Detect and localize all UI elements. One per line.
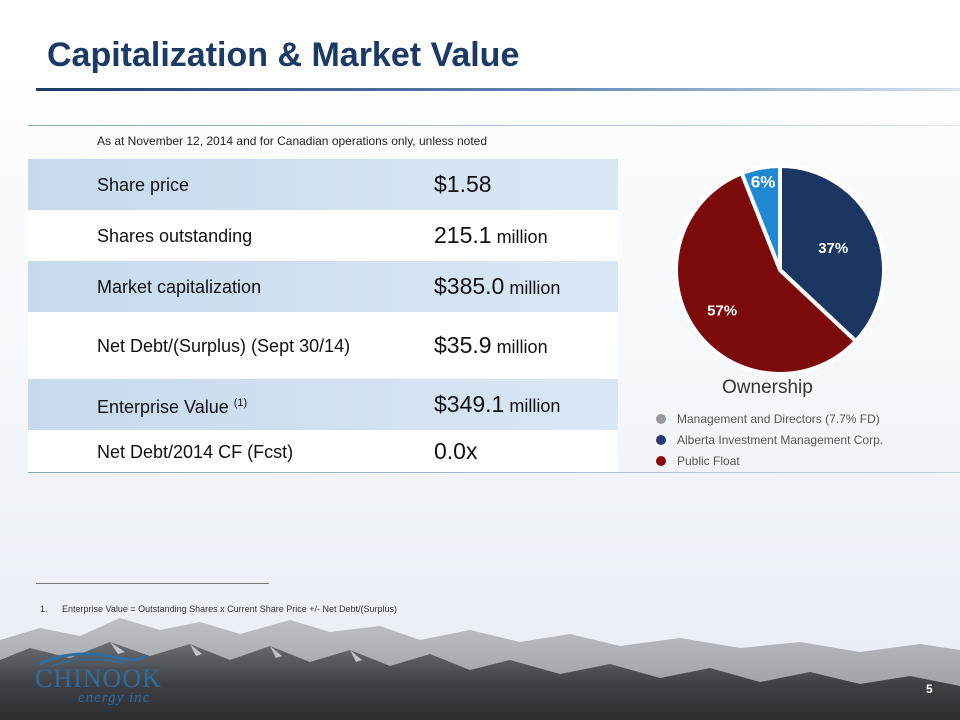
legend-label: Alberta Investment Management Corp. (677, 432, 884, 447)
subtitle: As at November 12, 2014 and for Canadian… (97, 134, 488, 148)
row-label-text: Share price (97, 174, 190, 195)
footnote-number: 1. (40, 604, 48, 614)
row-value: $35.9 million (434, 332, 548, 359)
row-value-unit: million (504, 396, 561, 416)
chinook-logo: CHINOOK energy inc (28, 650, 168, 710)
row-label-text: Net Debt/2014 CF (Fcst) (97, 441, 294, 462)
row-value-number: 215.1 (434, 222, 492, 248)
row-value-unit: million (491, 227, 548, 247)
page-number: 5 (926, 682, 933, 696)
pie-slice-label: 57% (707, 302, 737, 319)
pie-slice (674, 170, 859, 376)
row-value: 215.1 million (434, 222, 548, 249)
row-label: Net Debt/(Surplus) (Sept 30/14) (97, 333, 387, 359)
capitalization-table: Share price $1.58 Shares outstanding 215.1 … (28, 159, 618, 473)
row-label: Enterprise Value (1) (97, 390, 387, 420)
row-label: Net Debt/2014 CF (Fcst) (97, 439, 387, 465)
footnote-text: Enterprise Value = Outstanding Shares x … (62, 604, 397, 614)
table-row: Enterprise Value (1) $349.1 million (28, 379, 618, 430)
row-label: Share price (97, 172, 387, 198)
footnote-rule (36, 583, 269, 584)
table-row: Market capitalization $385.0 million (28, 261, 618, 312)
title-rule (36, 88, 960, 91)
legend-label: Public Float (677, 453, 740, 468)
legend-swatch-icon (656, 434, 666, 445)
row-label: Shares outstanding (97, 223, 387, 249)
row-label-text: Net Debt/(Surplus) (Sept 30/14) (97, 335, 351, 356)
ownership-pie-chart: 6% 37% 57% (674, 163, 886, 376)
table-row: Shares outstanding 215.1 million (28, 210, 618, 261)
mountain-range-banner (0, 618, 960, 720)
row-value: 0.0x (434, 438, 477, 465)
row-value-unit: million (491, 337, 548, 357)
legend-item: Public Float (656, 450, 883, 471)
page-title: Capitalization & Market Value (47, 36, 520, 74)
row-value: $349.1 million (434, 391, 560, 418)
row-label: Market capitalization (97, 274, 387, 300)
legend-item: Management and Directors (7.7% FD) (656, 408, 883, 429)
table-row: Net Debt/(Surplus) (Sept 30/14) $35.9 mil… (28, 312, 618, 379)
table-bottom-rule (28, 472, 960, 473)
ownership-title: Ownership (722, 377, 813, 398)
subtitle-rule (28, 125, 960, 126)
pie-slice (778, 163, 886, 345)
table-row: Net Debt/2014 CF (Fcst) 0.0x (28, 430, 618, 473)
ownership-legend: Management and Directors (7.7% FD) Albert… (656, 408, 883, 471)
row-value-number: $349.1 (434, 391, 505, 417)
legend-swatch-icon (656, 455, 666, 466)
row-value-number: $1.58 (434, 171, 492, 197)
wave-icon (39, 652, 147, 667)
footnote: 1. Enterprise Value = Outstanding Shares … (40, 604, 397, 614)
row-value-number: $385.0 (434, 273, 505, 299)
row-value-unit: million (504, 278, 561, 298)
pie-slice-label: 37% (818, 240, 848, 257)
logo-subtitle: energy inc (78, 690, 151, 706)
table-row: Share price $1.58 (28, 159, 618, 210)
logo-name: CHINOOK (35, 664, 162, 693)
row-label-text: Shares outstanding (97, 225, 253, 246)
pie-slice-label: 6% (751, 173, 776, 192)
legend-swatch-icon (656, 413, 666, 424)
row-label-text: Market capitalization (97, 276, 262, 297)
row-value: $1.58 (434, 171, 492, 198)
row-value: $385.0 million (434, 273, 560, 300)
legend-label: Management and Directors (7.7% FD) (677, 411, 880, 426)
row-value-number: $35.9 (434, 332, 492, 358)
footnote-reference: (1) (233, 396, 248, 409)
legend-item: Alberta Investment Management Corp. (656, 429, 883, 450)
row-label-text: Enterprise Value (97, 396, 234, 417)
row-value-number: 0.0x (434, 438, 478, 464)
